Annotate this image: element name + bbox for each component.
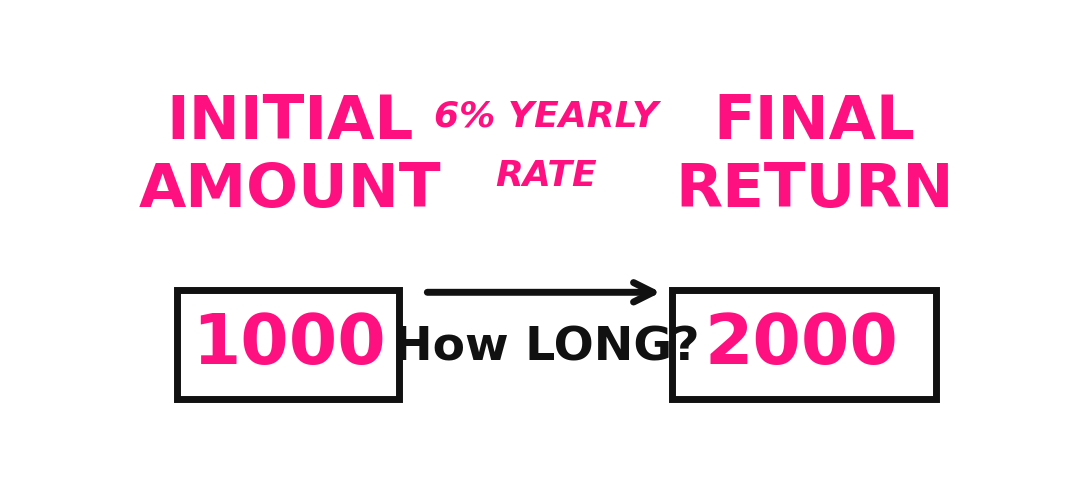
FancyBboxPatch shape	[672, 290, 936, 399]
Text: RATE: RATE	[496, 159, 597, 193]
Text: 6% YEARLY: 6% YEARLY	[434, 100, 658, 134]
Text: How LONG?: How LONG?	[393, 325, 699, 370]
Text: 1000: 1000	[192, 311, 385, 378]
FancyBboxPatch shape	[177, 290, 399, 399]
Text: RETURN: RETURN	[675, 161, 953, 220]
Text: 2000: 2000	[705, 311, 899, 378]
Text: AMOUNT: AMOUNT	[140, 161, 441, 220]
Text: FINAL: FINAL	[713, 93, 915, 152]
Text: INITIAL: INITIAL	[167, 93, 414, 152]
